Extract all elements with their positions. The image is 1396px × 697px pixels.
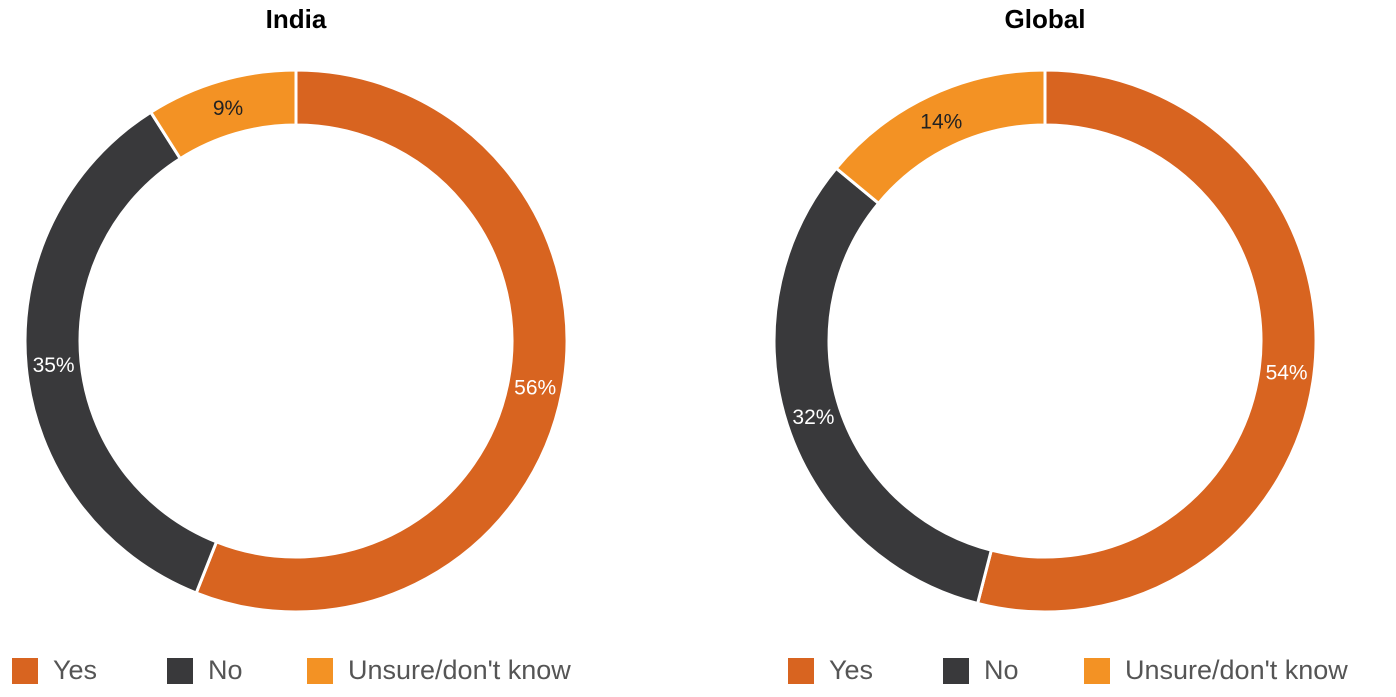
- slice-value-label: 35%: [33, 354, 75, 377]
- legend-item-yes: Yes: [12, 655, 167, 686]
- legend-item-no: No: [167, 655, 307, 686]
- swatch-yes: [12, 657, 38, 684]
- slice-no: [772, 166, 994, 606]
- legend: Yes No Unsure/don't know: [12, 655, 571, 686]
- global-chart: Global 54% 32% 14% Yes No Unsure/don't kno…: [698, 0, 1396, 697]
- swatch-yes: [788, 657, 814, 684]
- slice-yes: [975, 68, 1318, 614]
- swatch-unsure: [1084, 657, 1110, 684]
- legend-item-yes: Yes: [788, 655, 943, 686]
- donut-global: 54% 32% 14%: [772, 68, 1318, 614]
- chart-title: Global: [1004, 4, 1086, 34]
- slice-no: [23, 110, 219, 595]
- slice-value-label: 56%: [514, 377, 556, 400]
- swatch-unsure: [307, 657, 333, 684]
- slice-unsure-don-t-know: [148, 68, 298, 161]
- swatch-no: [943, 657, 969, 684]
- india-chart: India 56% 35% 9% Yes No Unsure/don't know: [12, 4, 571, 686]
- slice-unsure-don-t-know: [834, 68, 1047, 206]
- legend-item-unsure: Unsure/don't know: [307, 655, 571, 686]
- chart-title: India: [265, 4, 327, 34]
- legend-item-no: No: [943, 655, 1084, 686]
- slice-value-label: 32%: [792, 406, 834, 429]
- slice-yes: [194, 68, 569, 614]
- legend-item-unsure: Unsure/don't know: [1084, 655, 1348, 686]
- slice-value-label: 9%: [213, 97, 243, 120]
- slice-value-label: 54%: [1266, 362, 1308, 385]
- donut-india: 56% 35% 9%: [23, 68, 569, 614]
- slice-value-label: 14%: [920, 111, 962, 134]
- swatch-no: [167, 657, 193, 684]
- legend: Yes No Unsure/don't know: [788, 655, 1348, 686]
